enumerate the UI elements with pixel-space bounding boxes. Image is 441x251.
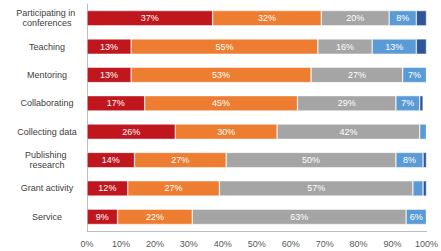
svg-text:60%: 60% bbox=[282, 239, 300, 249]
svg-text:40%: 40% bbox=[214, 239, 232, 249]
svg-text:70%: 70% bbox=[316, 239, 334, 249]
svg-text:7%: 7% bbox=[408, 70, 421, 80]
svg-text:8%: 8% bbox=[396, 13, 409, 23]
svg-text:22%: 22% bbox=[146, 212, 164, 222]
svg-text:26%: 26% bbox=[122, 127, 140, 137]
svg-text:Collecting data: Collecting data bbox=[17, 127, 77, 137]
svg-text:63%: 63% bbox=[290, 212, 308, 222]
svg-text:Participating in: Participating in bbox=[16, 8, 78, 18]
svg-text:90%: 90% bbox=[384, 239, 402, 249]
svg-text:14%: 14% bbox=[102, 155, 120, 165]
svg-text:0%: 0% bbox=[80, 239, 93, 249]
svg-text:13%: 13% bbox=[385, 42, 403, 52]
svg-text:20%: 20% bbox=[346, 13, 364, 23]
svg-text:30%: 30% bbox=[217, 127, 235, 137]
svg-text:27%: 27% bbox=[165, 183, 183, 193]
svg-text:42%: 42% bbox=[339, 127, 357, 137]
svg-text:29%: 29% bbox=[338, 98, 356, 108]
svg-text:37%: 37% bbox=[141, 13, 159, 23]
svg-text:Mentoring: Mentoring bbox=[27, 70, 67, 80]
svg-text:20%: 20% bbox=[146, 239, 164, 249]
svg-text:7%: 7% bbox=[401, 98, 414, 108]
svg-text:Service: Service bbox=[32, 212, 62, 222]
svg-text:45%: 45% bbox=[212, 98, 230, 108]
svg-text:30%: 30% bbox=[180, 239, 198, 249]
svg-text:32%: 32% bbox=[258, 13, 276, 23]
svg-text:Grant activity: Grant activity bbox=[21, 183, 74, 193]
svg-text:10%: 10% bbox=[112, 239, 130, 249]
svg-text:50%: 50% bbox=[248, 239, 266, 249]
svg-text:conferences: conferences bbox=[22, 18, 72, 28]
svg-text:6%: 6% bbox=[410, 212, 423, 222]
svg-text:Publishing: Publishing bbox=[25, 150, 69, 160]
svg-text:Collaborating: Collaborating bbox=[20, 98, 73, 108]
svg-text:27%: 27% bbox=[348, 70, 366, 80]
svg-text:100%: 100% bbox=[415, 239, 438, 249]
svg-text:8%: 8% bbox=[403, 155, 416, 165]
svg-text:9%: 9% bbox=[96, 212, 109, 222]
svg-text:27%: 27% bbox=[171, 155, 189, 165]
svg-text:53%: 53% bbox=[212, 70, 230, 80]
svg-text:research: research bbox=[29, 160, 64, 170]
svg-text:Teaching: Teaching bbox=[29, 42, 65, 52]
svg-text:55%: 55% bbox=[215, 42, 233, 52]
svg-text:57%: 57% bbox=[307, 183, 325, 193]
svg-text:80%: 80% bbox=[350, 239, 368, 249]
svg-text:12%: 12% bbox=[98, 183, 116, 193]
svg-text:17%: 17% bbox=[107, 98, 125, 108]
svg-text:50%: 50% bbox=[302, 155, 320, 165]
svg-text:13%: 13% bbox=[100, 70, 118, 80]
svg-text:13%: 13% bbox=[100, 42, 118, 52]
svg-text:16%: 16% bbox=[336, 42, 354, 52]
